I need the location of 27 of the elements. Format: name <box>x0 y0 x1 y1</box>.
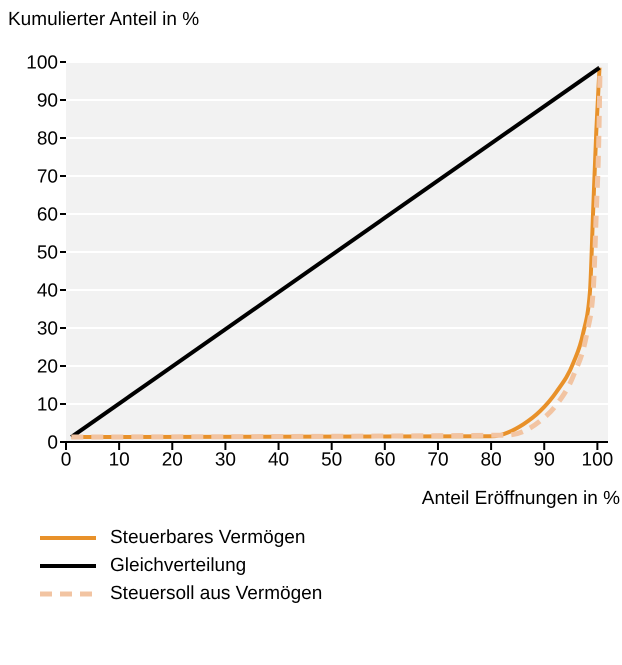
x-tick-label: 50 <box>321 449 342 470</box>
legend-label: Gleichverteilung <box>110 555 246 577</box>
y-tick-label: 70 <box>36 166 58 188</box>
y-tick-label: 50 <box>36 242 58 264</box>
x-tick-label: 90 <box>534 449 555 470</box>
x-tick-label: 40 <box>268 449 290 470</box>
x-tick-label: 60 <box>374 449 396 470</box>
legend-label: Steuerbares Vermögen <box>110 527 306 549</box>
x-tick-label: 20 <box>162 449 183 470</box>
y-tick-label: 40 <box>36 280 58 302</box>
y-tick-label: 20 <box>36 356 58 378</box>
x-tick-label: 30 <box>214 449 236 470</box>
x-axis-title: Anteil Eröffnungen in % <box>420 488 620 510</box>
y-tick-label: 90 <box>36 90 58 112</box>
y-tick-label: 0 <box>47 432 58 454</box>
y-tick-label: 80 <box>36 128 58 150</box>
y-tick-label: 100 <box>26 52 58 74</box>
y-tick-label: 60 <box>36 204 58 226</box>
x-tick-label: 80 <box>480 449 502 470</box>
y-tick-label: 10 <box>36 394 58 416</box>
x-tick-label: 10 <box>108 449 130 470</box>
legend-label: Steuersoll aus Vermögen <box>110 583 322 605</box>
x-tick-label: 70 <box>427 449 449 470</box>
x-tick-label: 0 <box>60 449 72 470</box>
y-tick-label: 30 <box>36 318 58 340</box>
x-tick-label: 100 <box>582 449 614 470</box>
y-axis-title: Kumulierter Anteil in % <box>8 8 200 32</box>
